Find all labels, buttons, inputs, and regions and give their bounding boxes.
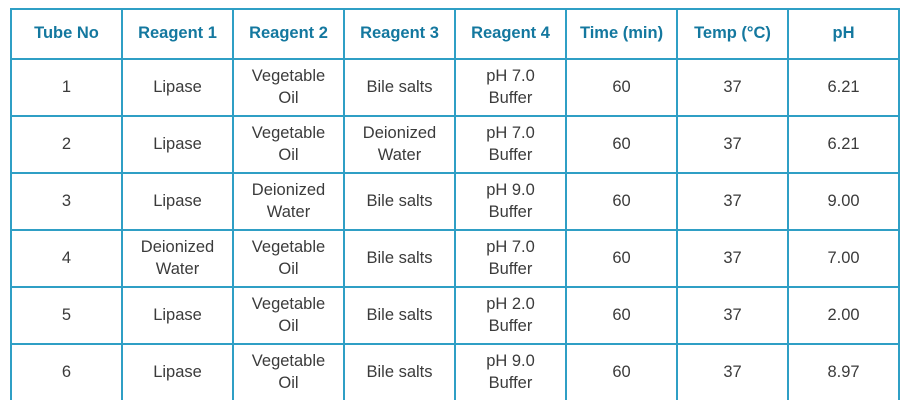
- column-header: Reagent 1: [121, 8, 234, 60]
- table-cell: 2: [10, 115, 123, 174]
- table-cell: 60: [565, 58, 678, 117]
- table-cell: 9.00: [787, 172, 900, 231]
- table-cell: Deionized Water: [232, 172, 345, 231]
- column-header: Reagent 3: [343, 8, 456, 60]
- table-cell: Bile salts: [343, 229, 456, 288]
- table-row: 5 Lipase Vegetable Oil Bile salts pH 2.0 Buf…: [10, 286, 900, 345]
- table-body: 1 Lipase Vegetable Oil Bile salts pH 7.0 Buf…: [10, 58, 900, 400]
- table-row: 1 Lipase Vegetable Oil Bile salts pH 7.0 Buf…: [10, 58, 900, 117]
- table-cell: Deionized Water: [121, 229, 234, 288]
- column-header: Reagent 4: [454, 8, 567, 60]
- table-cell: 7.00: [787, 229, 900, 288]
- table-cell: Bile salts: [343, 286, 456, 345]
- table-cell: pH 7.0 Buffer: [454, 115, 567, 174]
- table-cell: 3: [10, 172, 123, 231]
- table-cell: Lipase: [121, 172, 234, 231]
- column-header: Reagent 2: [232, 8, 345, 60]
- table-cell: Bile salts: [343, 343, 456, 400]
- table-cell: 37: [676, 286, 789, 345]
- table-cell: Bile salts: [343, 58, 456, 117]
- table-cell: Vegetable Oil: [232, 115, 345, 174]
- table-cell: 60: [565, 286, 678, 345]
- table-cell: 37: [676, 58, 789, 117]
- table-cell: 6.21: [787, 115, 900, 174]
- table-cell: 60: [565, 172, 678, 231]
- table-cell: Vegetable Oil: [232, 343, 345, 400]
- table-row: 2 Lipase Vegetable Oil Deionized Water pH 7.…: [10, 115, 900, 174]
- table-cell: 5: [10, 286, 123, 345]
- experiment-results-table: Tube No Reagent 1 Reagent 2 Reagent 3 Reagen…: [10, 8, 900, 400]
- column-header: Temp (°C): [676, 8, 789, 60]
- table-cell: pH 2.0 Buffer: [454, 286, 567, 345]
- table-header: Tube No Reagent 1 Reagent 2 Reagent 3 Reagen…: [10, 8, 900, 60]
- table-cell: 37: [676, 115, 789, 174]
- column-header: Tube No: [10, 8, 123, 60]
- table-cell: Vegetable Oil: [232, 286, 345, 345]
- table-cell: Lipase: [121, 343, 234, 400]
- table-cell: pH 7.0 Buffer: [454, 58, 567, 117]
- table-cell: 4: [10, 229, 123, 288]
- table-cell: 60: [565, 343, 678, 400]
- table-cell: Lipase: [121, 115, 234, 174]
- table-cell: 8.97: [787, 343, 900, 400]
- header-row: Tube No Reagent 1 Reagent 2 Reagent 3 Reagen…: [10, 8, 900, 60]
- table-row: 4 Deionized Water Vegetable Oil Bile salts p…: [10, 229, 900, 288]
- table-row: 3 Lipase Deionized Water Bile salts pH 9.0 B…: [10, 172, 900, 231]
- table-cell: pH 9.0 Buffer: [454, 172, 567, 231]
- table-cell: pH 9.0 Buffer: [454, 343, 567, 400]
- table-cell: 6.21: [787, 58, 900, 117]
- table-cell: Bile salts: [343, 172, 456, 231]
- table-cell: Deionized Water: [343, 115, 456, 174]
- table-cell: Vegetable Oil: [232, 58, 345, 117]
- column-header: pH: [787, 8, 900, 60]
- table-cell: 2.00: [787, 286, 900, 345]
- table-cell: Lipase: [121, 58, 234, 117]
- table-cell: 6: [10, 343, 123, 400]
- table-cell: 60: [565, 229, 678, 288]
- table-cell: 37: [676, 343, 789, 400]
- table-cell: 37: [676, 172, 789, 231]
- table-cell: Vegetable Oil: [232, 229, 345, 288]
- column-header: Time (min): [565, 8, 678, 60]
- table-cell: 37: [676, 229, 789, 288]
- table-cell: 1: [10, 58, 123, 117]
- table-row: 6 Lipase Vegetable Oil Bile salts pH 9.0 Buf…: [10, 343, 900, 400]
- table-cell: Lipase: [121, 286, 234, 345]
- table-cell: 60: [565, 115, 678, 174]
- table-cell: pH 7.0 Buffer: [454, 229, 567, 288]
